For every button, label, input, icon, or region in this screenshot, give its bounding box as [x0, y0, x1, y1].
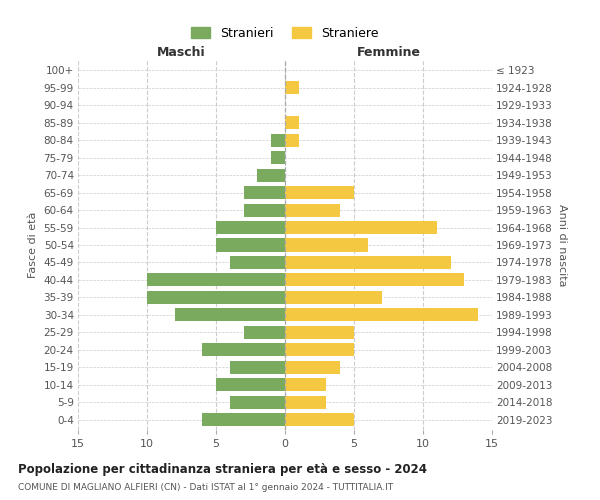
Bar	[230, 360, 285, 374]
Bar	[285, 221, 437, 234]
Bar	[147, 274, 285, 286]
Bar	[285, 413, 354, 426]
Bar	[244, 326, 285, 339]
Bar	[147, 291, 285, 304]
Text: Maschi: Maschi	[157, 46, 206, 59]
Bar	[285, 116, 299, 130]
Bar	[285, 186, 354, 199]
Bar	[285, 134, 299, 147]
Bar	[285, 256, 451, 269]
Bar	[257, 168, 285, 181]
Bar	[285, 378, 326, 391]
Bar	[175, 308, 285, 322]
Bar	[271, 151, 285, 164]
Bar	[285, 308, 478, 322]
Bar	[202, 343, 285, 356]
Bar	[285, 82, 299, 94]
Text: Femmine: Femmine	[356, 46, 421, 59]
Bar	[285, 291, 382, 304]
Bar	[216, 238, 285, 252]
Bar	[285, 238, 368, 252]
Text: COMUNE DI MAGLIANO ALFIERI (CN) - Dati ISTAT al 1° gennaio 2024 - TUTTITALIA.IT: COMUNE DI MAGLIANO ALFIERI (CN) - Dati I…	[18, 484, 393, 492]
Bar	[271, 134, 285, 147]
Bar	[216, 221, 285, 234]
Bar	[230, 256, 285, 269]
Bar	[285, 396, 326, 408]
Y-axis label: Fasce di età: Fasce di età	[28, 212, 38, 278]
Bar	[216, 378, 285, 391]
Bar	[230, 396, 285, 408]
Bar	[285, 204, 340, 216]
Y-axis label: Anni di nascita: Anni di nascita	[557, 204, 567, 286]
Bar	[285, 326, 354, 339]
Bar	[244, 204, 285, 216]
Bar	[285, 360, 340, 374]
Bar	[244, 186, 285, 199]
Text: Popolazione per cittadinanza straniera per età e sesso - 2024: Popolazione per cittadinanza straniera p…	[18, 462, 427, 475]
Bar	[285, 274, 464, 286]
Legend: Stranieri, Straniere: Stranieri, Straniere	[187, 22, 383, 45]
Bar	[285, 343, 354, 356]
Bar	[202, 413, 285, 426]
